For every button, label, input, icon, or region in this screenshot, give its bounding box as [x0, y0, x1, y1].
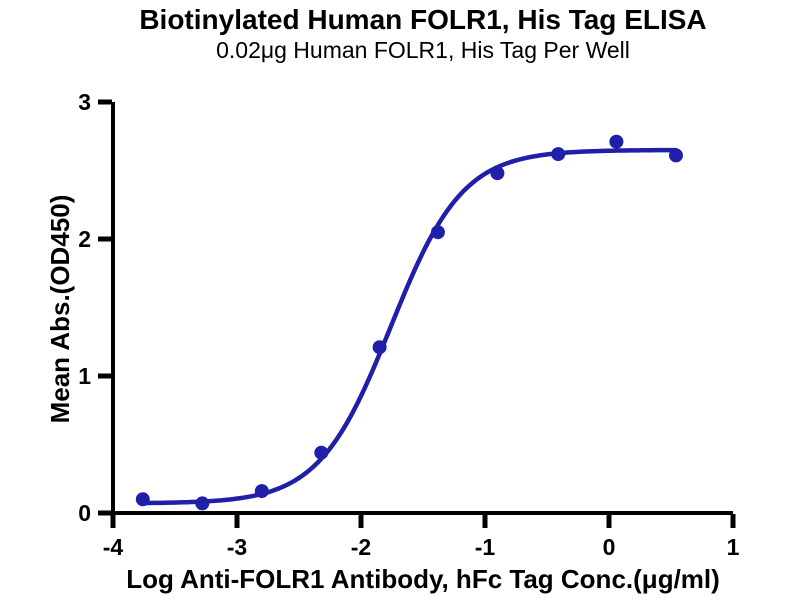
data-point — [669, 148, 683, 163]
chart-subtitle: 0.02μg Human FOLR1, His Tag Per Well — [216, 37, 630, 63]
data-point — [609, 134, 624, 149]
axis-spine — [111, 102, 733, 515]
x-tick-label: 0 — [603, 534, 616, 560]
chart-title: Biotinylated Human FOLR1, His Tag ELISA — [139, 4, 707, 35]
x-tick-label: -4 — [103, 534, 124, 560]
x-tick-label: -3 — [227, 534, 247, 560]
y-tick-label: 1 — [78, 363, 91, 389]
y-tick-label: 3 — [78, 89, 91, 115]
data-point — [135, 492, 150, 507]
fit-curve — [140, 147, 679, 506]
data-point — [372, 340, 387, 355]
data-point — [254, 484, 269, 499]
data-point — [195, 496, 210, 511]
fit-curve-path — [140, 147, 679, 506]
data-point — [551, 147, 566, 162]
data-point — [314, 445, 329, 460]
x-tick-label: -1 — [475, 534, 496, 560]
x-axis-label: Log Anti-FOLR1 Antibody, hFc Tag Conc.(μ… — [126, 564, 720, 594]
data-point — [490, 166, 505, 181]
data-point — [430, 225, 445, 240]
y-tick-label: 2 — [78, 226, 91, 252]
y-axis-ticks: 0 1 2 3 — [78, 89, 112, 526]
x-axis-ticks: -4 -3 -2 -1 0 1 — [103, 514, 740, 560]
x-tick-label: -2 — [351, 534, 371, 560]
axes — [111, 102, 733, 515]
y-tick-label: 0 — [78, 500, 91, 526]
data-points — [135, 134, 683, 511]
x-tick-label: 1 — [727, 534, 740, 560]
